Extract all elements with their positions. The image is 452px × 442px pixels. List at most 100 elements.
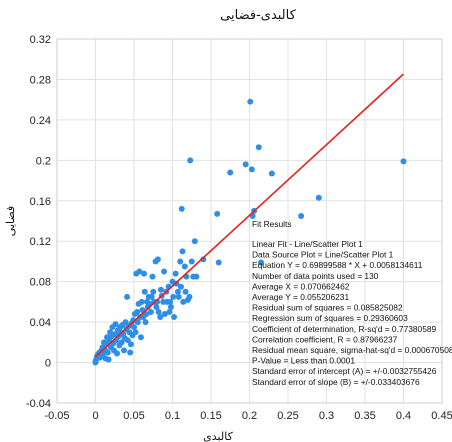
fit-result-line: Regression sum of squares = 0.29360603 [252,313,408,323]
data-point [191,238,198,245]
data-point [181,263,188,270]
x-tick-label: 0.4 [396,410,411,422]
fit-line [94,73,405,358]
data-point [214,210,221,217]
data-point [268,170,275,177]
chart-title: کالبدی-فضایی [220,8,296,23]
data-point [400,158,407,165]
data-point [315,194,322,201]
data-point [177,283,184,290]
x-tick-labels: -0.05 0 0.05 0.1 0.15 0.2 0.25 0.3 0.35 0.4 0.45 [44,410,452,422]
data-point [127,341,134,348]
data-point [161,311,168,318]
x-tick-label: 0.15 [200,410,221,422]
data-point [258,259,265,266]
y-tick-label: 0.08 [30,277,51,289]
data-point [157,286,164,293]
data-point [153,303,160,310]
x-tick-label: 0.45 [431,410,452,422]
data-point [154,298,161,305]
y-axis-title: فضایی [4,206,17,236]
y-tick-label: -0.04 [26,398,51,410]
data-point [154,256,161,263]
data-point [127,349,134,356]
data-point [188,258,195,265]
data-point [149,273,156,280]
data-point [92,358,99,365]
fit-line-group [94,73,405,358]
fit-result-line: Linear Fit - Line/Scatter Plot 1 [252,239,363,249]
data-point [148,293,155,300]
data-point [186,293,193,300]
data-point [174,288,181,295]
data-point [175,293,182,300]
data-point [141,270,148,277]
data-point [166,309,173,315]
fit-result-line: Standard error of slope (B) = +/-0.03340… [252,377,420,387]
data-point [170,293,177,300]
fit-result-line: Average X = 0.070662462 [252,281,350,291]
data-point [105,356,112,363]
x-tick-label: -0.05 [44,410,69,422]
fit-result-line: Residual sum of squares = 0.085825082 [252,303,403,313]
plot-area-border [56,38,443,404]
data-point [141,288,148,295]
fit-result-line: Average Y = 0.055206231 [252,292,349,302]
y-tick-label: 0.16 [30,196,51,208]
y-tick-label: 0.04 [30,317,51,329]
x-tick-label: 0.2 [242,410,257,422]
y-tick-label: 0 [45,358,51,370]
data-point [182,288,189,295]
x-tick-label: 0.05 [123,410,144,422]
data-point [298,212,305,219]
data-point [134,319,141,326]
data-point [187,157,194,164]
fit-result-line: Equation Y = 0.69899588 * X + 0.00581346… [252,260,423,270]
data-point [161,268,168,275]
y-tick-labels: -0.04 0 0.04 0.08 0.12 0.16 0.2 0.24 0.28 0.32 [26,34,51,410]
data-point [136,268,143,275]
data-point [138,298,145,305]
y-tick-label: 0.32 [30,34,51,46]
fit-result-line: Data Source Plot = Line/Scatter Plot 1 [252,250,394,260]
data-point [150,288,157,295]
x-tick-label: 0.1 [165,410,180,422]
x-tick-label: 0 [92,410,98,422]
data-point [167,303,174,310]
fit-results-header: Fit Results [252,219,292,229]
data-point [242,161,249,168]
fit-result-line: Residual mean square, sigma-hat-sq'd = 0… [252,345,452,355]
fit-result-line: Coefficient of determination, R-sq'd = 0… [252,324,437,334]
y-tick-label: 0.12 [30,236,51,248]
data-point [178,205,185,212]
y-tick-label: 0.28 [30,74,51,86]
data-point [215,259,222,266]
data-point [134,309,141,315]
fit-result-line: Standard error of intercept (A) = +/-0.0… [252,366,437,376]
data-point [177,258,184,265]
data-point [157,314,164,321]
data-point [171,314,178,321]
data-point [179,248,186,255]
fit-result-line: P-Value = Less than 0.0001 [252,356,355,366]
data-point [167,298,174,305]
data-point [137,334,144,341]
data-point [124,293,131,300]
data-point [173,280,180,287]
data-point [112,321,119,328]
data-point [247,98,254,105]
data-point [132,329,139,336]
fit-result-line: Correlation coefficient, R = 0.87966237 [252,334,398,344]
data-point [120,347,127,354]
data-point [147,309,154,315]
y-tick-label: 0.2 [36,155,51,167]
data-point [193,273,200,280]
data-point [172,270,179,277]
fit-result-line: Number of data points used = 130 [252,271,379,281]
data-point [255,144,262,151]
x-tick-label: 0.25 [277,410,298,422]
data-point [227,169,234,176]
data-point [131,324,137,331]
x-tick-label: 0.3 [319,410,334,422]
data-point [143,311,150,318]
